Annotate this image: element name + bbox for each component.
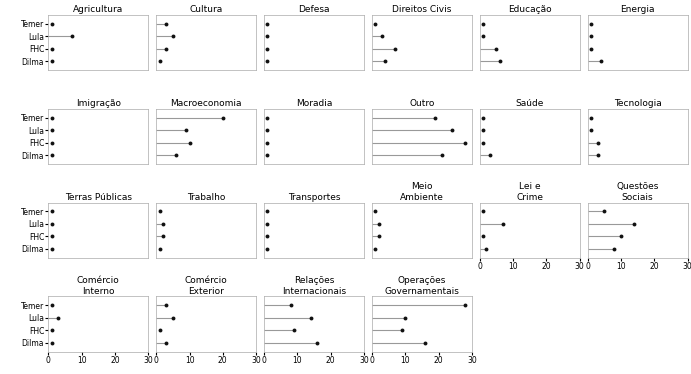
- Title: Energia: Energia: [621, 5, 655, 14]
- Title: Trabalho: Trabalho: [187, 193, 225, 202]
- Title: Comércio
Exterior: Comércio Exterior: [184, 276, 227, 295]
- Title: Operações
Governamentais: Operações Governamentais: [384, 276, 460, 295]
- Title: Cultura: Cultura: [189, 5, 223, 14]
- Title: Relações
Internacionais: Relações Internacionais: [282, 276, 346, 295]
- Title: Lei e
Crime: Lei e Crime: [516, 183, 543, 202]
- Title: Transportes: Transportes: [287, 193, 340, 202]
- Title: Comércio
Interno: Comércio Interno: [77, 276, 120, 295]
- Title: Moradia: Moradia: [296, 99, 332, 108]
- Title: Saúde: Saúde: [515, 99, 544, 108]
- Title: Outro: Outro: [409, 99, 435, 108]
- Title: Agricultura: Agricultura: [73, 5, 124, 14]
- Title: Tecnologia: Tecnologia: [614, 99, 661, 108]
- Title: Educação: Educação: [508, 5, 551, 14]
- Title: Imigração: Imigração: [76, 99, 121, 108]
- Title: Meio
Ambiente: Meio Ambiente: [400, 183, 444, 202]
- Title: Questões
Sociais: Questões Sociais: [616, 183, 659, 202]
- Title: Macroeconomia: Macroeconomia: [171, 99, 242, 108]
- Title: Direitos Civis: Direitos Civis: [392, 5, 452, 14]
- Title: Defesa: Defesa: [299, 5, 330, 14]
- Title: Terras Públicas: Terras Públicas: [65, 193, 132, 202]
